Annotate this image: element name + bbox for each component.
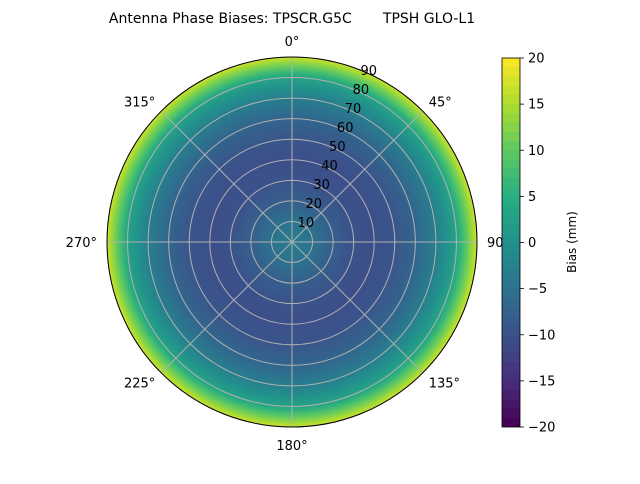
radial-tick-label: 50: [329, 140, 346, 155]
radial-tick-label: 20: [305, 197, 322, 212]
angular-gridline: [160, 110, 293, 243]
colorbar-tick-label: 20: [528, 52, 545, 67]
angular-tick-label: 225°: [124, 377, 155, 392]
colorbar-tick-label: −15: [528, 374, 555, 389]
colorbar-tick-label: −10: [528, 328, 555, 343]
colorbar-tick-label: −20: [528, 421, 555, 436]
angular-tick-label: 135°: [429, 377, 460, 392]
radial-tick-label: 40: [321, 159, 338, 174]
radial-tick-label: 90: [361, 64, 378, 79]
radial-tick-label: 30: [313, 178, 330, 193]
colorbar-label: Bias (mm): [565, 211, 579, 273]
colorbar-tick-label: 0: [528, 236, 536, 251]
radial-tick-label: 70: [345, 102, 362, 117]
angular-tick-label: 270°: [66, 236, 97, 251]
angular-tick-label: 315°: [124, 95, 155, 110]
colorbar-tick-label: −5: [528, 282, 547, 297]
polar-frame: [106, 56, 478, 428]
angular-tick-label: 45°: [429, 95, 452, 110]
angular-tick-label: 180°: [276, 439, 307, 454]
colorbar-tick-label: 10: [528, 144, 545, 159]
radial-tick-label: 10: [298, 216, 315, 231]
chart-title: Antenna Phase Biases: TPSCR.G5C TPSH GLO…: [109, 11, 475, 27]
radial-tick-label: 60: [337, 121, 354, 136]
radial-tick-label: 80: [353, 83, 370, 98]
angular-gridline: [291, 241, 424, 374]
angular-gridline: [291, 110, 424, 243]
colorbar: [501, 57, 521, 428]
colorbar-tick-label: 15: [528, 98, 545, 113]
colorbar-tick-label: 5: [528, 190, 536, 205]
angular-gridline: [160, 241, 293, 374]
angular-tick-label: 0°: [285, 35, 300, 50]
